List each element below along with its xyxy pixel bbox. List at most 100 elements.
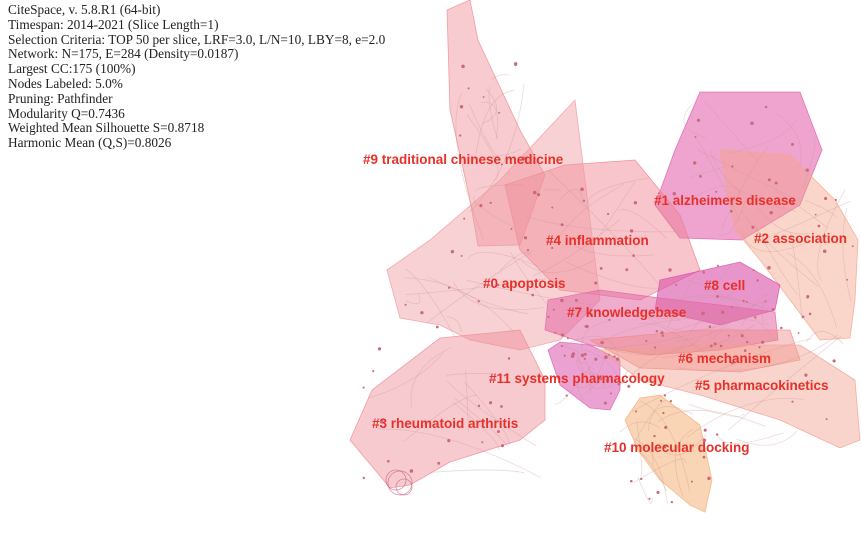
network-edge	[718, 196, 747, 236]
cluster-label-c6: #6 mechanism	[678, 351, 771, 366]
network-edge	[666, 267, 701, 329]
cluster-label-c4: #4 inflammation	[546, 233, 649, 248]
network-node	[663, 445, 667, 449]
network-node	[600, 340, 604, 345]
network-node	[609, 392, 612, 395]
network-node	[690, 480, 693, 483]
network-node	[448, 286, 451, 289]
network-node	[814, 213, 817, 216]
network-edge	[577, 357, 605, 389]
network-node	[560, 333, 565, 337]
network-edge	[786, 252, 837, 328]
network-node	[437, 461, 441, 465]
network-edge	[405, 268, 455, 337]
network-edge	[657, 309, 698, 316]
network-node	[498, 111, 501, 114]
cluster-hull-c2	[719, 149, 859, 341]
network-edge	[648, 295, 759, 314]
network-node	[599, 266, 603, 270]
network-node	[580, 187, 584, 192]
network-edge	[481, 88, 497, 124]
network-edge	[618, 209, 667, 239]
network-node	[635, 410, 638, 413]
network-node	[746, 341, 749, 344]
network-edge	[446, 316, 462, 332]
network-node	[663, 394, 667, 397]
info-network: Network: N=175, E=284 (Density=0.0187)	[8, 46, 239, 62]
network-edge	[410, 346, 452, 409]
network-edge	[657, 409, 766, 427]
network-edge	[567, 307, 580, 322]
network-node	[851, 245, 854, 248]
cluster-label-c1: #1 alzheimers disease	[654, 193, 796, 208]
network-node	[702, 438, 707, 443]
network-edge	[548, 170, 664, 290]
network-edge	[817, 189, 846, 282]
network-node	[608, 353, 610, 356]
network-edge	[675, 428, 694, 497]
network-node	[477, 300, 480, 303]
network-node	[450, 250, 455, 254]
network-edge	[580, 376, 608, 398]
network-edge	[741, 210, 819, 288]
network-edge	[446, 380, 537, 447]
network-node	[482, 96, 485, 98]
network-node	[633, 201, 638, 205]
network-edge	[706, 265, 732, 293]
network-node	[806, 296, 809, 299]
network-edge	[683, 104, 707, 138]
network-node	[699, 175, 702, 178]
info-version: CiteSpace, v. 5.8.R1 (64-bit)	[8, 2, 161, 17]
info-selection-criteria: Selection Criteria: TOP 50 per slice, LR…	[8, 31, 386, 47]
network-node	[589, 308, 592, 311]
network-node	[489, 401, 493, 405]
network-edge	[686, 397, 804, 438]
network-node	[435, 325, 439, 329]
network-edge	[427, 276, 529, 315]
network-node	[467, 87, 470, 90]
network-node	[500, 444, 505, 448]
network-node	[846, 278, 849, 281]
network-node	[716, 264, 719, 267]
cluster-label-c5: #5 pharmacokinetics	[695, 378, 829, 393]
network-edge	[633, 438, 668, 505]
network-node	[774, 181, 778, 185]
network-node	[496, 283, 500, 287]
network-edge	[599, 181, 636, 235]
network-node	[834, 198, 837, 201]
cluster-label-c9: #9 traditional chinese medicine	[363, 152, 564, 167]
network-edge	[533, 218, 621, 276]
network-edge	[467, 251, 538, 267]
network-node	[563, 354, 566, 357]
network-edge	[691, 166, 727, 178]
network-node	[771, 307, 775, 311]
network-node	[459, 105, 464, 109]
network-edge	[445, 373, 505, 377]
network-node	[797, 332, 800, 334]
network-edge	[492, 74, 511, 80]
network-node	[804, 373, 808, 377]
network-node	[459, 134, 462, 137]
network-edge	[688, 403, 745, 417]
network-edge	[638, 451, 668, 492]
network-edge	[629, 400, 667, 452]
network-node	[605, 378, 610, 382]
network-edge	[803, 137, 816, 189]
network-node	[696, 118, 701, 122]
network-node	[604, 355, 608, 359]
network-node	[752, 269, 755, 272]
network-node	[721, 310, 725, 314]
network-edge	[678, 334, 838, 372]
network-node	[377, 347, 382, 351]
network-node	[656, 490, 660, 494]
network-edge	[753, 200, 851, 244]
network-edge	[717, 432, 784, 444]
network-edge	[637, 476, 653, 504]
network-node	[420, 311, 424, 315]
network-node	[817, 224, 821, 228]
network-node	[655, 329, 659, 333]
edge-loop	[385, 469, 407, 491]
network-node	[565, 394, 568, 397]
network-edge	[749, 196, 796, 212]
network-node	[536, 193, 541, 197]
